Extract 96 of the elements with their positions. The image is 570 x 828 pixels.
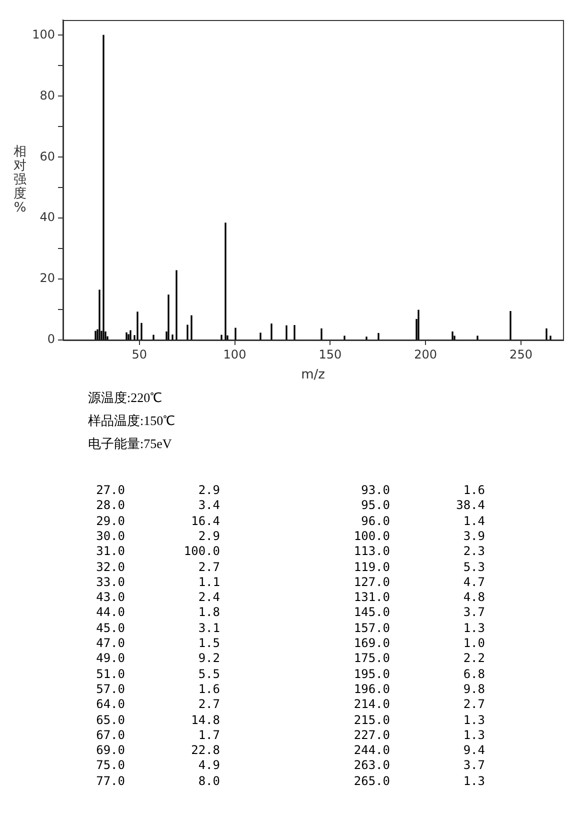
text: 67.0 (95, 728, 125, 742)
text: 1.3 (462, 620, 485, 635)
text: 75.0 (95, 758, 125, 772)
text: 38.4 (455, 498, 485, 512)
text: 214.0 (352, 697, 390, 712)
text: 电子能量:75eV (88, 435, 172, 453)
text: 14.8 (190, 712, 220, 726)
text: 2.3 (462, 544, 485, 558)
text: 1.1 (197, 574, 220, 589)
text: 195.0 (352, 666, 390, 681)
y-tick-label: 0 (47, 332, 55, 346)
text: 3.7 (462, 758, 485, 772)
x-axis-title: m/z (301, 368, 326, 383)
text: 127.0 (352, 574, 390, 589)
text: 5.5 (197, 666, 220, 681)
text: 227.0 (352, 728, 390, 742)
text: 57.0 (95, 682, 125, 696)
text: 77.0 (95, 774, 125, 788)
text: 28.0 (95, 498, 125, 512)
text: 93.0 (360, 483, 390, 497)
text: 3.7 (462, 605, 485, 620)
text: 4.8 (462, 590, 485, 604)
y-tick-label: 80 (40, 88, 55, 102)
x-tick-label: 150 (318, 347, 342, 362)
text: 8.0 (197, 774, 220, 788)
text: 95.0 (360, 498, 390, 512)
text: 157.0 (352, 620, 390, 635)
x-tick-label: 200 (414, 347, 438, 362)
text: 1.8 (197, 605, 220, 620)
text: 16.4 (190, 514, 220, 528)
text: 27.0 (95, 483, 125, 497)
text: 196.0 (352, 682, 390, 696)
text: 样品温度:150℃ (88, 412, 176, 430)
text: 1.0 (462, 636, 485, 650)
y-tick-label: 40 (40, 210, 55, 224)
text: 3.1 (197, 620, 220, 635)
text: 1.7 (197, 728, 220, 742)
x-tick-label: 100 (223, 347, 246, 362)
text: 22.8 (190, 743, 220, 758)
text: 31.0 (95, 544, 125, 558)
text: 45.0 (95, 620, 125, 635)
text: 9.4 (462, 743, 485, 758)
y-tick-label: 100 (32, 27, 55, 42)
text: 29.0 (95, 514, 125, 528)
text: 215.0 (352, 712, 390, 726)
text: 2.7 (462, 697, 485, 712)
text: 244.0 (352, 743, 390, 758)
text: 69.0 (95, 743, 125, 758)
text: 49.0 (95, 651, 125, 666)
x-tick-label: 50 (132, 347, 147, 362)
text: 119.0 (352, 560, 390, 574)
text: 100.0 (352, 528, 390, 543)
text: 145.0 (352, 605, 390, 620)
text: 1.4 (462, 514, 485, 528)
text: 175.0 (352, 651, 390, 666)
text: 1.5 (197, 636, 220, 650)
text: 64.0 (95, 697, 125, 712)
text: 47.0 (95, 636, 125, 650)
text: 265.0 (352, 774, 390, 788)
text: 33.0 (95, 574, 125, 589)
text: 44.0 (95, 605, 125, 620)
text: 100.0 (182, 544, 220, 558)
x-tick-label: 250 (510, 347, 532, 362)
text: 1.6 (197, 682, 220, 696)
y-tick-label: 60 (40, 149, 55, 164)
text: 2.9 (197, 483, 220, 497)
text: 6.8 (462, 666, 485, 681)
text: 263.0 (352, 758, 390, 772)
text: 5.3 (462, 560, 485, 574)
text: 30.0 (95, 528, 125, 543)
text: 2.7 (197, 560, 220, 574)
text: 65.0 (95, 712, 125, 726)
text: 169.0 (352, 636, 390, 650)
text: 2.9 (197, 528, 220, 543)
text: 96.0 (360, 514, 390, 528)
text: 1.3 (462, 728, 485, 742)
text: 1.3 (462, 774, 485, 788)
text: 2.2 (462, 651, 485, 666)
text: 32.0 (95, 560, 125, 574)
text: 131.0 (352, 590, 390, 604)
text: 9.2 (197, 651, 220, 666)
text: 2.7 (197, 697, 220, 712)
text: 51.0 (95, 666, 125, 681)
y-tick-label: 20 (40, 271, 55, 286)
text: 源温度:220℃ (88, 389, 162, 407)
text: 3.4 (197, 498, 220, 512)
text: 4.9 (197, 758, 220, 772)
text: 4.7 (462, 574, 485, 589)
text: 9.8 (462, 682, 485, 696)
text: 1.3 (462, 712, 485, 726)
y-axis-title: 相对强度% (14, 144, 26, 216)
text: 3.9 (462, 528, 485, 543)
text: 43.0 (95, 590, 125, 604)
text: 1.6 (462, 483, 485, 497)
text: 2.4 (197, 590, 220, 604)
text: 113.0 (352, 544, 390, 558)
